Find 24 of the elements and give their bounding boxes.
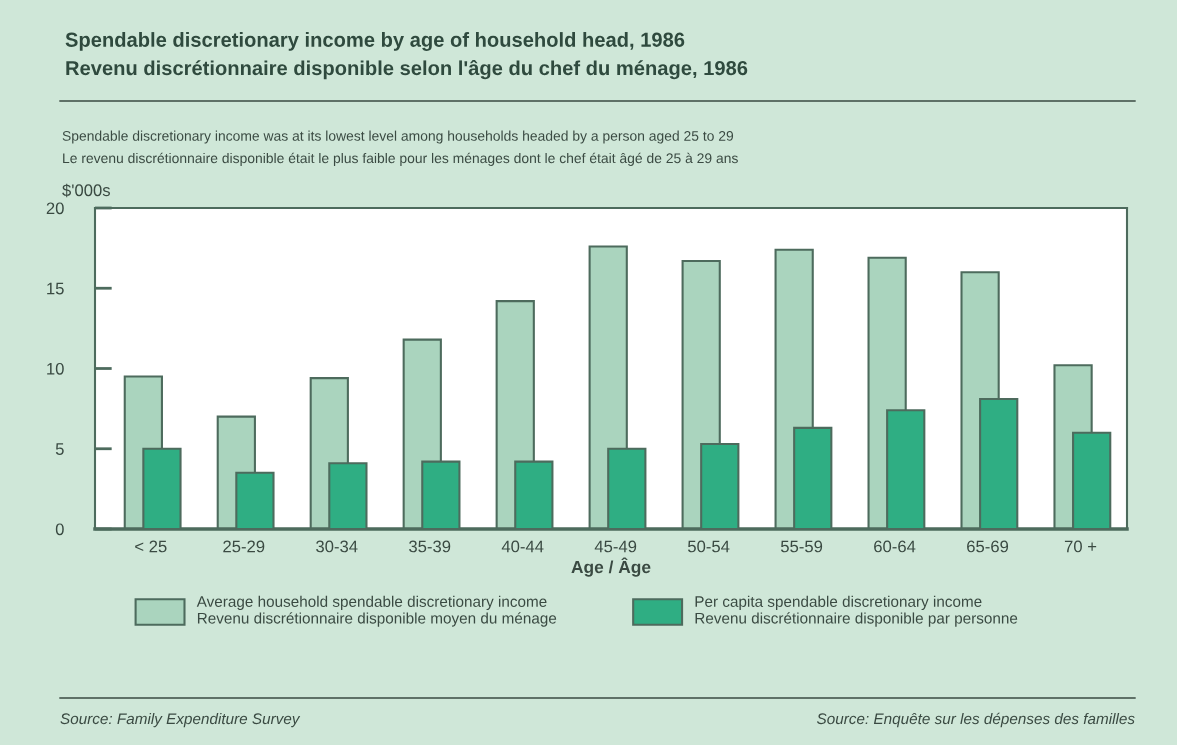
x-tick-label: 55-59 (780, 540, 823, 553)
chart-subtitle: Spendable discretionary income was at its lowest level among households headed by a person aged 25 to 29 Le revenu discrétionnaire disponible était le plus faible pour les ménages dont le chef était âgé de 25 à 29 ans (62, 130, 738, 166)
x-axis-title: Age / Âge (571, 557, 651, 577)
y-tick-label: 0 (55, 523, 64, 536)
source-note: Source: Family Expenditure Survey (60, 712, 301, 728)
y-axis-title: $'000s (62, 183, 110, 198)
x-tick-label: 60-64 (874, 540, 916, 553)
y-tick-label: 20 (46, 202, 64, 215)
x-tick-label: 70 + (1064, 540, 1097, 553)
y-tick-label: 5 (55, 443, 64, 455)
x-tick-label: 50-54 (687, 540, 730, 553)
x-tick-label: < 25 (135, 540, 167, 553)
y-tick-label: 15 (47, 282, 64, 295)
x-tick-label: 35-39 (409, 540, 451, 553)
x-tick-label: 40-44 (501, 540, 544, 553)
legend-label: Per capita spendable discretionary income Revenu discrétionnaire disponible par personne (695, 595, 1018, 627)
legend-label: Average household spendable discretionary income Revenu discrétionnaire disponible moyen du ménage (196, 595, 557, 627)
x-tick-label: 65-69 (967, 540, 1009, 553)
source-note: Source: Enquête sur les dépenses des familles (816, 712, 1135, 728)
x-tick-label: 25-29 (223, 540, 265, 553)
x-tick-label: 30-34 (316, 540, 358, 553)
chart-title: Spendable discretionary income by age of household head, 1986 Revenu discrétionnaire disponible selon l'âge du chef du ménage, 1986 (65, 32, 748, 80)
x-tick-label: 45-49 (594, 540, 637, 553)
y-tick-label: 10 (47, 362, 64, 375)
